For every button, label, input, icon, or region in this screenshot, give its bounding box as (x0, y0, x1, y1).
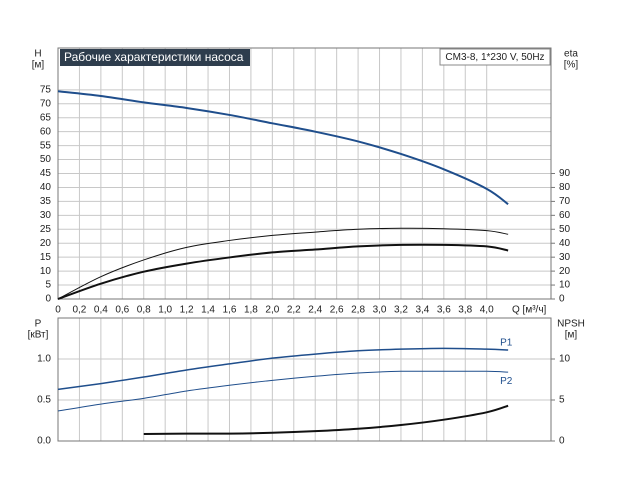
y-tick-label: 35 (40, 196, 52, 207)
y-axis-label: H (34, 49, 41, 60)
y-tick-label: 30 (40, 210, 52, 221)
y2-tick-label: 5 (559, 395, 565, 406)
x-tick-label: 2,4 (308, 305, 322, 316)
x-tick-label: 3,6 (437, 305, 451, 316)
x-tick-label: 1,8 (244, 305, 258, 316)
y-axis-unit: [м] (32, 60, 45, 71)
x-tick-label: 3,8 (458, 305, 472, 316)
x-tick-label: 3,0 (373, 305, 387, 316)
y-tick-label: 45 (40, 168, 52, 179)
subtitle-box (439, 48, 551, 66)
series-line (57, 227, 509, 300)
y-tick-label: 0.5 (37, 395, 51, 406)
y-tick-label: 65 (40, 112, 52, 123)
x-tick-label: 2,0 (265, 305, 279, 316)
series-label: P1 (500, 338, 513, 349)
y-tick-label: 10 (40, 266, 52, 277)
x-tick-label: 1,6 (223, 305, 237, 316)
y-tick-label: 40 (40, 182, 52, 193)
x-tick-label: 0,6 (115, 305, 129, 316)
x-tick-label: 2,2 (287, 305, 301, 316)
x-tick-label: 0 (55, 305, 61, 316)
y-tick-label: 60 (40, 126, 52, 137)
series-line (143, 404, 509, 436)
y2-tick-label: 50 (559, 224, 571, 235)
y2-tick-label: 60 (559, 210, 571, 221)
x-tick-label: 1,2 (180, 305, 194, 316)
series-label: P2 (500, 376, 513, 387)
y2-axis-unit: [%] (564, 60, 579, 71)
y2-tick-label: 40 (559, 238, 571, 249)
y2-tick-label: 30 (559, 252, 571, 263)
y-tick-label: 0 (45, 294, 51, 305)
y2-tick-label: 10 (559, 280, 571, 291)
x-tick-label: 3,2 (394, 305, 408, 316)
x-tick-label: 4,0 (480, 305, 494, 316)
y2-tick-label: 80 (559, 182, 571, 193)
x-tick-label: 1,4 (201, 305, 215, 316)
y-tick-label: 55 (40, 140, 52, 151)
title-box (60, 49, 250, 66)
y2-axis-label: eta (564, 49, 578, 60)
y-tick-label: 25 (40, 224, 52, 235)
chart-subtitle: CM3-8, 1*230 V, 50Hz (445, 52, 544, 63)
x-tick-label: 2,6 (330, 305, 344, 316)
chart-title: Рабочие характеристики насоса (64, 50, 244, 64)
x-tick-label: 0,2 (72, 305, 86, 316)
y2-axis-label: NPSH (557, 319, 585, 330)
x-tick-label: 3,4 (415, 305, 429, 316)
series-line (57, 370, 509, 412)
y-tick-label: 20 (40, 238, 52, 249)
y2-tick-label: 70 (559, 196, 571, 207)
y-tick-label: 75 (40, 84, 52, 95)
series-line (57, 347, 509, 391)
x-tick-label: 0,8 (137, 305, 151, 316)
series-line (57, 243, 509, 300)
y-axis-unit: [кВт] (28, 330, 49, 341)
x-tick-label: 1,0 (158, 305, 172, 316)
y-tick-label: 1.0 (37, 354, 51, 365)
x-tick-label: 0,4 (94, 305, 108, 316)
x-tick-label: 2,8 (351, 305, 365, 316)
plot-frame (57, 317, 552, 442)
x-axis-label: Q [м³/ч] (512, 305, 547, 316)
y2-tick-label: 0 (559, 294, 565, 305)
y2-tick-label: 20 (559, 266, 571, 277)
y2-axis-unit: [м] (565, 330, 578, 341)
y-tick-label: 70 (40, 98, 52, 109)
y2-tick-label: 10 (559, 354, 571, 365)
y2-tick-label: 90 (559, 168, 571, 179)
y-tick-label: 15 (40, 252, 52, 263)
y-axis-label: P (35, 319, 42, 330)
y-tick-label: 0.0 (37, 436, 51, 447)
y2-tick-label: 0 (559, 436, 565, 447)
y-tick-label: 50 (40, 154, 52, 165)
series-line (57, 90, 509, 205)
plot-frame (57, 47, 552, 300)
y-tick-label: 5 (45, 280, 51, 291)
